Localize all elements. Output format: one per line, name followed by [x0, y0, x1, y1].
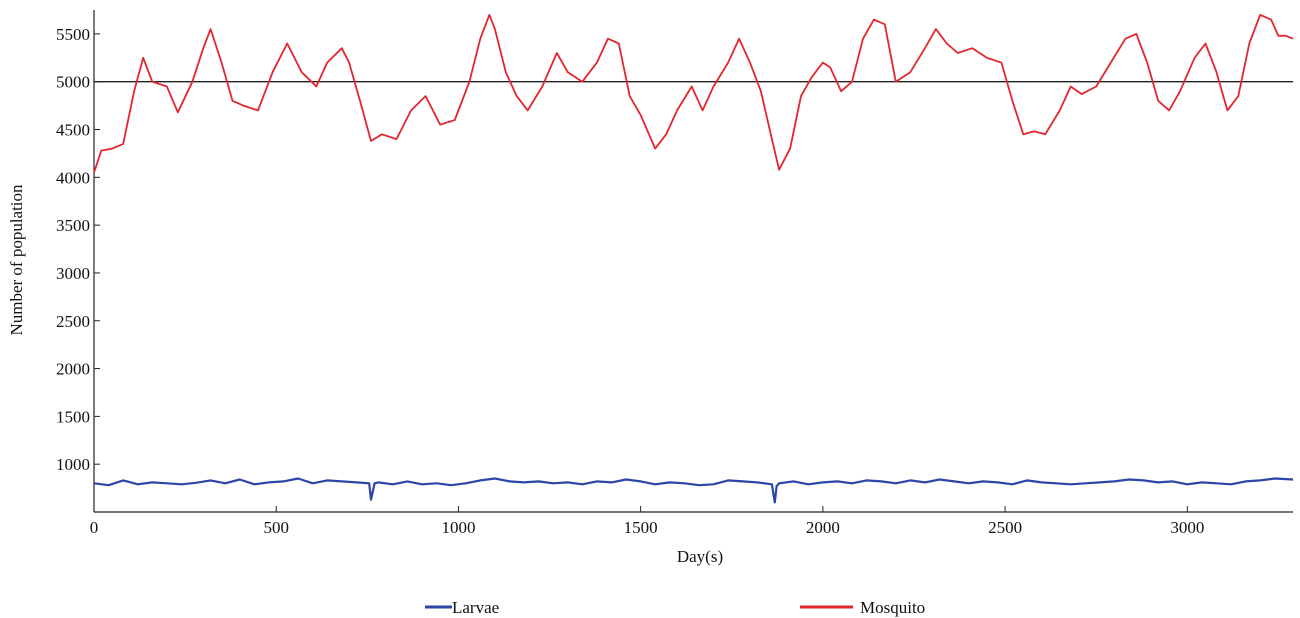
y-tick-label: 4500	[56, 121, 90, 140]
y-tick-label: 2500	[56, 312, 90, 331]
y-axis-title: Number of population	[7, 184, 26, 336]
plot-area: 1000150020002500300035004000450050005500…	[56, 10, 1294, 537]
y-tick-label: 2000	[56, 360, 90, 379]
y-tick-label: 1500	[56, 407, 90, 426]
y-axis-ticks: 1000 1500 2000 2500 3000 3500 4000 4500 5000 5500	[56, 25, 100, 474]
x-axis-ticks: 0 500 1000 1500 2000 2500 3000	[90, 506, 1204, 537]
legend-item-mosquito: Mosquito	[800, 598, 925, 617]
x-tick-label: 3000	[1170, 518, 1204, 537]
x-axis-title: Day(s)	[677, 547, 723, 566]
series-group	[93, 13, 1294, 504]
y-tick-label: 4000	[56, 168, 90, 187]
x-tick-label: 1500	[624, 518, 658, 537]
legend: Larvae Mosquito	[425, 598, 925, 617]
x-tick-label: 2000	[806, 518, 840, 537]
legend-label-larvae: Larvae	[452, 598, 499, 617]
legend-item-larvae: Larvae	[425, 598, 499, 617]
x-tick-label: 0	[90, 518, 99, 537]
x-tick-label: 2500	[988, 518, 1022, 537]
y-tick-label: 3500	[56, 216, 90, 235]
series-line-larvae	[93, 477, 1294, 504]
y-tick-label: 5500	[56, 25, 90, 44]
series-line-mosquito	[93, 13, 1294, 173]
x-tick-label: 1000	[441, 518, 475, 537]
legend-label-mosquito: Mosquito	[860, 598, 925, 617]
y-tick-label: 3000	[56, 264, 90, 283]
y-tick-label: 1000	[56, 455, 90, 474]
y-tick-label: 5000	[56, 73, 90, 92]
x-tick-label: 500	[263, 518, 289, 537]
